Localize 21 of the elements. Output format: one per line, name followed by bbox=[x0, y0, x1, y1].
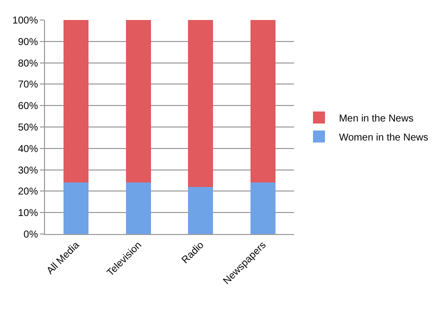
y-tick-label: 50% bbox=[18, 122, 38, 134]
y-tick-label: 70% bbox=[18, 80, 38, 91]
y-tick-label: 60% bbox=[18, 101, 38, 112]
y-tick-label: 10% bbox=[18, 208, 38, 220]
bar bbox=[250, 182, 276, 234]
y-tick-label: 90% bbox=[18, 36, 38, 48]
y-tick-label: 20% bbox=[18, 186, 38, 198]
y-tick-label: 80% bbox=[18, 58, 38, 70]
bar bbox=[64, 182, 89, 234]
legend-label: Men in the News bbox=[338, 113, 414, 124]
bar bbox=[126, 182, 151, 234]
y-tick-label: 40% bbox=[18, 144, 38, 155]
bar bbox=[250, 20, 276, 183]
bar bbox=[64, 20, 89, 183]
y-tick-label: 100% bbox=[12, 16, 38, 26]
legend-label: Women in the News bbox=[338, 132, 428, 144]
y-tick-label: 0% bbox=[24, 230, 38, 240]
y-tick-label: 30% bbox=[18, 165, 38, 176]
bar bbox=[188, 20, 214, 187]
bar bbox=[126, 20, 151, 183]
bar bbox=[188, 186, 214, 234]
